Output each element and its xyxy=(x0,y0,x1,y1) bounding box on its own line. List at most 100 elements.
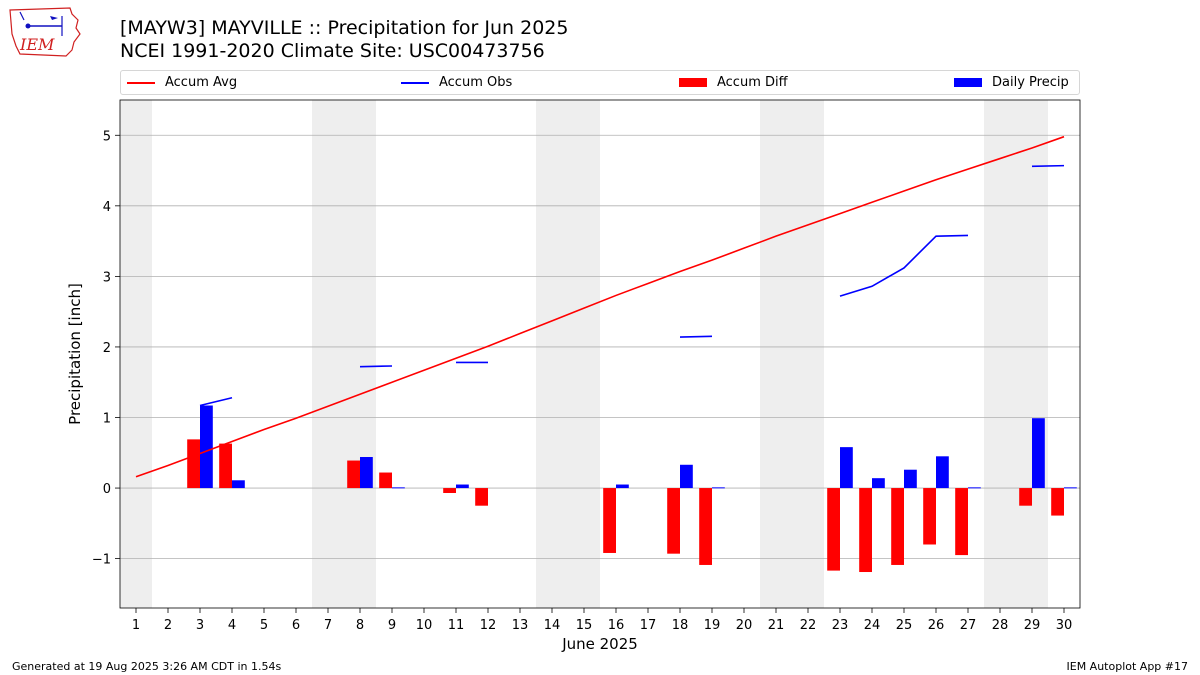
legend-item-accum-avg: Accum Avg xyxy=(127,71,237,94)
accum-diff-bar-day-12 xyxy=(475,488,488,506)
weekend-band-2 xyxy=(536,100,600,608)
daily-precip-bar-day-29 xyxy=(1032,418,1045,489)
xtick-label-12: 12 xyxy=(480,618,497,633)
accum-diff-bar-day-19 xyxy=(699,488,712,565)
xtick-label-23: 23 xyxy=(832,618,849,633)
legend-swatch-accum-diff xyxy=(679,78,707,87)
xtick-label-15: 15 xyxy=(576,618,593,633)
ytick-label-2: 1 xyxy=(103,412,111,427)
legend-label-accum-avg: Accum Avg xyxy=(165,75,238,90)
accum-diff-bar-day-16 xyxy=(603,488,616,553)
accum-diff-bar-day-25 xyxy=(891,488,904,565)
ytick-label-5: 4 xyxy=(103,200,111,215)
chart-title: [MAYW3] MAYVILLE :: Precipitation for Ju… xyxy=(120,17,569,39)
xtick-label-9: 9 xyxy=(388,618,396,633)
xtick-label-8: 8 xyxy=(356,618,364,633)
accum-diff-bar-day-26 xyxy=(923,488,936,545)
xtick-label-10: 10 xyxy=(416,618,433,633)
accum-obs-line-segment-1 xyxy=(359,365,393,368)
ytick-label-3: 2 xyxy=(103,341,111,356)
xtick-label-17: 17 xyxy=(640,618,657,633)
daily-precip-bar-day-18 xyxy=(680,464,693,489)
daily-precip-bar-day-30 xyxy=(1064,487,1077,489)
daily-precip-bar-day-19 xyxy=(712,487,725,489)
legend-item-daily-precip: Daily Precip xyxy=(954,71,1069,94)
xtick-label-19: 19 xyxy=(704,618,721,633)
xtick-label-30: 30 xyxy=(1056,618,1073,633)
daily-precip-bar-day-4 xyxy=(232,480,245,489)
logo-text: IEM xyxy=(19,35,55,54)
daily-precip-bar-day-16 xyxy=(616,484,629,489)
accum-diff-bar-day-30 xyxy=(1051,488,1064,516)
daily-precip-bar-day-23 xyxy=(840,447,853,489)
xtick-label-18: 18 xyxy=(672,618,689,633)
accum-diff-bar-day-24 xyxy=(859,488,872,573)
legend-swatch-daily-precip xyxy=(954,78,982,87)
legend-swatch-accum-obs xyxy=(401,81,429,84)
xtick-label-21: 21 xyxy=(768,618,785,633)
legend-label-accum-diff: Accum Diff xyxy=(717,75,788,90)
xtick-label-4: 4 xyxy=(228,618,236,633)
anemometer-icon xyxy=(25,23,31,29)
xtick-label-26: 26 xyxy=(928,618,945,633)
iem-logo: IEM xyxy=(9,7,81,57)
xtick-label-29: 29 xyxy=(1024,618,1041,633)
accum-diff-bar-day-11 xyxy=(443,488,456,493)
app-footer: IEM Autoplot App #17 xyxy=(1066,660,1189,673)
accum-diff-bar-day-3 xyxy=(187,439,200,489)
daily-precip-bar-day-3 xyxy=(200,405,213,489)
xtick-label-6: 6 xyxy=(292,618,300,633)
accum-avg-line-segment-0 xyxy=(135,135,1065,478)
ytick-label-6: 5 xyxy=(103,129,111,144)
accum-obs-line-segment-4 xyxy=(839,234,969,297)
accum-diff-bar-day-4 xyxy=(219,443,232,489)
ytick-label-4: 3 xyxy=(103,270,111,285)
chart-legend: Accum Avg Accum Obs Accum Diff Daily Pre… xyxy=(120,70,1080,95)
accum-diff-bar-day-9 xyxy=(379,472,392,489)
xtick-label-28: 28 xyxy=(992,618,1009,633)
legend-label-daily-precip: Daily Precip xyxy=(992,75,1069,90)
plot-frame xyxy=(119,99,1081,609)
daily-precip-bar-day-26 xyxy=(936,456,949,489)
y-axis-label: Precipitation [inch] xyxy=(66,283,84,425)
xtick-label-14: 14 xyxy=(544,618,561,633)
accum-obs-line-segment-5 xyxy=(1031,164,1065,168)
xtick-label-3: 3 xyxy=(196,618,204,633)
accum-diff-bar-day-29 xyxy=(1019,488,1032,506)
daily-precip-bar-day-24 xyxy=(872,478,885,489)
accum-obs-line-segment-3 xyxy=(679,335,713,338)
weekend-band-4 xyxy=(984,100,1048,608)
weekend-band-1 xyxy=(312,100,376,608)
xtick-label-20: 20 xyxy=(736,618,753,633)
accum-diff-bar-day-8 xyxy=(347,460,360,489)
legend-item-accum-diff: Accum Diff xyxy=(679,71,788,94)
daily-precip-bar-day-9 xyxy=(392,487,405,489)
legend-item-accum-obs: Accum Obs xyxy=(401,71,512,94)
xtick-label-5: 5 xyxy=(260,618,268,633)
xtick-label-11: 11 xyxy=(448,618,465,633)
daily-precip-bar-day-25 xyxy=(904,469,917,489)
chart-subtitle: NCEI 1991-2020 Climate Site: USC00473756 xyxy=(120,40,545,62)
generated-footer: Generated at 19 Aug 2025 3:26 AM CDT in … xyxy=(12,660,282,673)
xtick-label-1: 1 xyxy=(132,618,140,633)
daily-precip-bar-day-27 xyxy=(968,487,981,489)
accum-obs-line-segment-0 xyxy=(199,396,233,407)
ytick-label-1: 0 xyxy=(103,482,111,497)
accum-diff-bar-day-23 xyxy=(827,488,840,571)
xtick-label-13: 13 xyxy=(512,618,529,633)
accum-diff-bar-day-27 xyxy=(955,488,968,556)
xtick-label-25: 25 xyxy=(896,618,913,633)
xtick-label-24: 24 xyxy=(864,618,881,633)
weekend-band-0 xyxy=(120,100,152,608)
daily-precip-bar-day-8 xyxy=(360,457,373,489)
accum-diff-bar-day-18 xyxy=(667,488,680,554)
xtick-label-27: 27 xyxy=(960,618,977,633)
xtick-label-7: 7 xyxy=(324,618,332,633)
legend-label-accum-obs: Accum Obs xyxy=(439,75,513,90)
x-axis-label: June 2025 xyxy=(561,635,638,653)
daily-precip-bar-day-11 xyxy=(456,484,469,489)
xtick-label-16: 16 xyxy=(608,618,625,633)
ytick-label-0: −1 xyxy=(92,553,111,568)
xtick-label-22: 22 xyxy=(800,618,817,633)
